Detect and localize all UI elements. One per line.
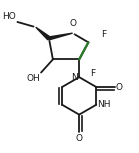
Text: F: F [101,30,107,39]
Text: F: F [90,69,95,78]
Text: HO: HO [2,12,16,21]
Text: OH: OH [26,74,40,83]
Text: O: O [76,134,83,143]
Text: N: N [71,73,78,82]
Polygon shape [49,33,73,40]
Polygon shape [36,27,50,40]
Text: O: O [69,19,76,28]
Text: O: O [116,82,123,91]
Text: NH: NH [98,100,111,109]
